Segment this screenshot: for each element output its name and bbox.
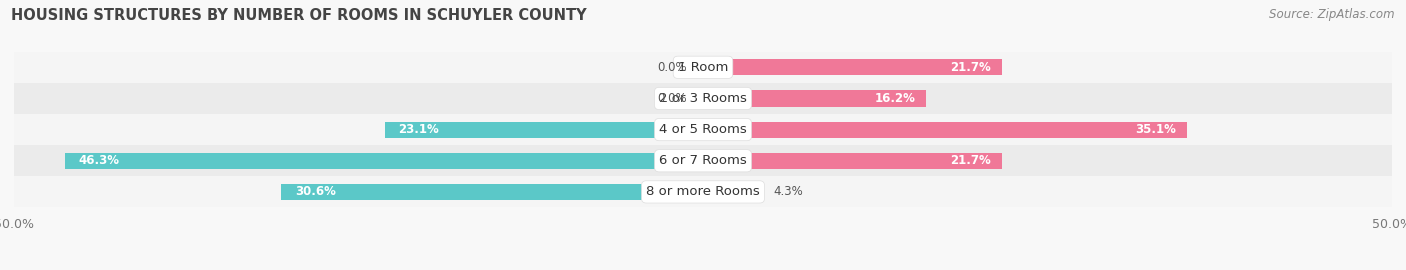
Bar — [281, 184, 703, 200]
Bar — [14, 176, 1392, 207]
Text: 16.2%: 16.2% — [875, 92, 915, 105]
Text: 21.7%: 21.7% — [950, 61, 991, 74]
Text: 21.7%: 21.7% — [950, 154, 991, 167]
Bar — [14, 114, 1392, 145]
Bar — [703, 122, 1187, 138]
Bar — [703, 59, 1002, 75]
Bar — [14, 145, 1392, 176]
Bar — [14, 83, 1392, 114]
Text: 6 or 7 Rooms: 6 or 7 Rooms — [659, 154, 747, 167]
Bar — [703, 184, 762, 200]
Text: 1 Room: 1 Room — [678, 61, 728, 74]
Bar — [703, 153, 1002, 169]
Text: 0.0%: 0.0% — [657, 92, 686, 105]
Bar — [65, 153, 703, 169]
Text: 35.1%: 35.1% — [1135, 123, 1175, 136]
Text: HOUSING STRUCTURES BY NUMBER OF ROOMS IN SCHUYLER COUNTY: HOUSING STRUCTURES BY NUMBER OF ROOMS IN… — [11, 8, 586, 23]
Text: 0.0%: 0.0% — [657, 61, 686, 74]
Text: 8 or more Rooms: 8 or more Rooms — [647, 185, 759, 198]
Bar — [14, 52, 1392, 83]
Text: 4 or 5 Rooms: 4 or 5 Rooms — [659, 123, 747, 136]
Text: 2 or 3 Rooms: 2 or 3 Rooms — [659, 92, 747, 105]
Text: 23.1%: 23.1% — [398, 123, 439, 136]
Bar — [385, 122, 703, 138]
Bar — [703, 90, 927, 107]
Text: 30.6%: 30.6% — [295, 185, 336, 198]
Text: 46.3%: 46.3% — [79, 154, 120, 167]
Legend: Owner-occupied, Renter-occupied: Owner-occupied, Renter-occupied — [568, 266, 838, 270]
Text: 4.3%: 4.3% — [773, 185, 803, 198]
Text: Source: ZipAtlas.com: Source: ZipAtlas.com — [1270, 8, 1395, 21]
